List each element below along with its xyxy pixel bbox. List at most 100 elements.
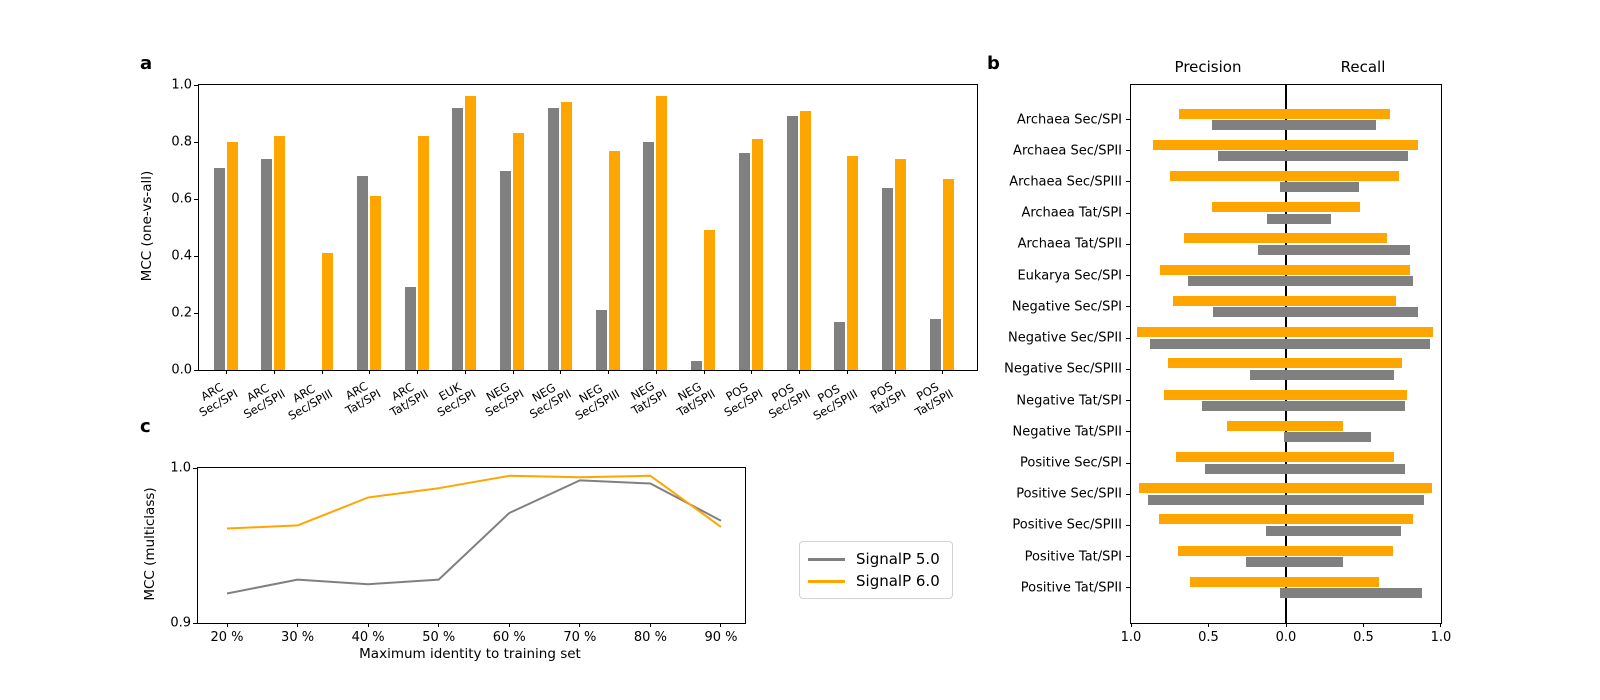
x-tick-label: ARC Sec/SPI <box>196 379 240 420</box>
bar-signalp6 <box>1169 170 1400 181</box>
panel-a-y-axis-label: MCC (one-vs-all) <box>139 170 155 282</box>
y-tick-label: 1.0 <box>171 77 192 93</box>
category-tick-mark <box>1126 368 1130 370</box>
y-tick-mark <box>193 622 197 624</box>
x-tick-label: 80 % <box>633 630 667 645</box>
x-tick-mark <box>942 370 944 374</box>
bar-signalp5 <box>1217 151 1409 162</box>
bar-signalp6 <box>1175 452 1395 463</box>
x-tick-label: NEG Tat/SPII <box>674 379 718 420</box>
bar-signalp6 <box>608 150 620 370</box>
bar-signalp6 <box>1138 483 1432 494</box>
x-tick-label: POS Tat/SPI <box>868 378 909 418</box>
category-label: Archaea Sec/SPI <box>1016 112 1122 127</box>
x-tick-mark <box>1285 623 1287 627</box>
category-tick-mark <box>1126 243 1130 245</box>
panel-a-label: a <box>140 53 153 74</box>
category-tick-mark <box>1126 462 1130 464</box>
x-tick-mark <box>512 370 514 374</box>
bar-signalp5 <box>1205 463 1406 474</box>
x-tick-mark <box>1363 623 1364 627</box>
category-tick-mark <box>1126 587 1130 589</box>
x-tick-mark <box>1440 623 1441 627</box>
x-tick-label: ARC Tat/SPI <box>342 378 384 418</box>
bar-signalp6 <box>704 230 716 370</box>
category-tick-mark <box>1126 212 1130 214</box>
x-tick-label: NEG Sec/SPIII <box>572 381 622 424</box>
line-signalp-6-0 <box>226 474 722 530</box>
legend-label-signalp5: SignalP 5.0 <box>856 549 940 568</box>
bar-signalp5 <box>261 159 273 370</box>
zero-line <box>1285 85 1287 623</box>
category-label: Positive Sec/SPI <box>1020 455 1122 471</box>
bar-signalp5 <box>595 310 607 370</box>
bar-signalp5 <box>1267 213 1331 224</box>
category-label: Positive Tat/SPII <box>1020 580 1122 596</box>
line-plot <box>226 474 722 595</box>
y-tick-label: 0.4 <box>171 248 192 264</box>
x-tick-mark <box>799 370 801 374</box>
category-label: Archaea Sec/SPII <box>1013 143 1122 159</box>
x-tick-mark <box>894 370 896 374</box>
category-label: Positive Sec/SPII <box>1016 486 1122 502</box>
x-tick-label: NEG Tat/SPI <box>628 378 670 418</box>
bar-signalp5 <box>1258 244 1410 255</box>
panel-b-label: b <box>987 53 1000 74</box>
x-tick-mark <box>560 370 562 374</box>
bar-signalp6 <box>1177 545 1393 556</box>
bar-signalp6 <box>847 156 859 370</box>
x-tick-mark <box>273 370 275 374</box>
panel-b-recall-title: Recall <box>1340 58 1386 76</box>
x-tick-mark <box>579 623 581 627</box>
category-label: Negative Sec/SPIII <box>1004 361 1122 377</box>
category-label: Positive Tat/SPI <box>1024 549 1122 565</box>
bar-signalp5 <box>1188 276 1414 287</box>
bar-signalp6 <box>942 179 954 370</box>
bar-signalp5 <box>834 321 846 370</box>
bar-signalp5 <box>1279 182 1359 193</box>
x-tick-label: POS Tat/SPII <box>913 379 957 420</box>
bar-signalp5 <box>1213 307 1418 318</box>
x-tick-label: 0.5 <box>1198 630 1219 645</box>
bar-signalp5 <box>1211 120 1376 130</box>
line-signalp-5-0 <box>226 479 722 595</box>
bar-signalp5 <box>213 167 225 370</box>
x-tick-mark <box>321 370 323 374</box>
x-tick-label: NEG Sec/SPII <box>527 380 575 422</box>
category-tick-mark <box>1126 493 1130 495</box>
bar-signalp6 <box>1163 389 1407 400</box>
y-tick-mark <box>194 255 198 257</box>
bar-signalp5 <box>643 142 655 370</box>
bar-signalp6 <box>226 142 238 370</box>
y-tick-mark <box>193 467 197 469</box>
bar-signalp6 <box>1211 202 1361 213</box>
x-tick-label: EUK Sec/SPI <box>435 379 479 420</box>
category-tick-mark <box>1126 119 1130 120</box>
x-tick-mark <box>438 623 440 627</box>
y-tick-mark <box>194 312 198 314</box>
bar-signalp6 <box>417 136 429 370</box>
x-tick-label: 70 % <box>563 630 597 645</box>
panel-c-plot-area: 0.9 1.0 20 % 30 % 40 % 50 % 60 % 70 % 80 % 90 % <box>170 462 746 644</box>
bar-signalp6 <box>1160 264 1410 275</box>
bar-signalp6 <box>513 133 525 370</box>
x-tick-label: 50 % <box>422 630 456 645</box>
bar-signalp6 <box>1137 327 1434 338</box>
bar-signalp6 <box>369 196 381 370</box>
bar-signalp5 <box>1148 494 1424 505</box>
x-tick-mark <box>703 370 705 374</box>
y-tick-label: 0.9 <box>170 615 191 631</box>
bar-signalp5 <box>738 153 750 370</box>
bar-signalp5 <box>1245 557 1344 568</box>
signalp5-line-swatch <box>808 557 845 561</box>
category-tick-mark <box>1126 400 1130 402</box>
category-tick-mark <box>1126 556 1130 558</box>
x-tick-mark <box>751 370 753 374</box>
y-tick-label: 0.6 <box>171 191 192 207</box>
bar-signalp6 <box>895 159 907 370</box>
bar-signalp6 <box>1152 139 1418 150</box>
panel-c-label: c <box>140 416 151 437</box>
panel-b-plot-area: Archaea Sec/SPI Archaea Sec/SPII Archaea S… <box>1004 84 1451 644</box>
category-label: Negative Tat/SPII <box>1012 424 1122 440</box>
bar-signalp6 <box>1172 295 1397 306</box>
